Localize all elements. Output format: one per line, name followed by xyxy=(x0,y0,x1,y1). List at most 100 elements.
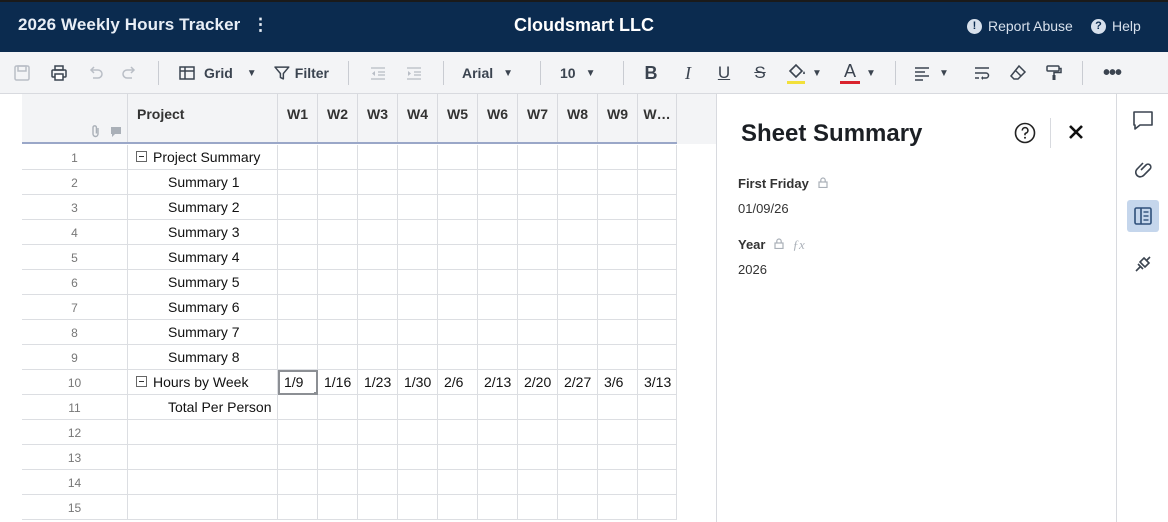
row-number[interactable]: 12 xyxy=(22,420,128,445)
week-cell[interactable] xyxy=(638,395,677,420)
column-header-week[interactable]: W6 xyxy=(478,94,518,142)
week-cell[interactable]: 2/13 xyxy=(478,370,518,395)
format-painter-icon[interactable] xyxy=(1043,52,1065,94)
row-number[interactable]: 2 xyxy=(22,170,128,195)
week-cell[interactable] xyxy=(318,270,358,295)
week-cell[interactable] xyxy=(518,345,558,370)
help-link[interactable]: ? Help xyxy=(1091,18,1141,34)
week-cell[interactable] xyxy=(558,395,598,420)
week-cell[interactable] xyxy=(598,345,638,370)
week-cell[interactable] xyxy=(438,420,478,445)
week-cell[interactable] xyxy=(318,495,358,520)
column-header-week[interactable]: W2 xyxy=(318,94,358,142)
row-number[interactable]: 13 xyxy=(22,445,128,470)
print-icon[interactable] xyxy=(47,52,71,94)
week-cell[interactable] xyxy=(398,245,438,270)
project-cell[interactable] xyxy=(128,495,278,520)
week-cell[interactable] xyxy=(318,195,358,220)
week-cell[interactable] xyxy=(478,270,518,295)
column-header-week[interactable]: W… xyxy=(638,94,677,142)
week-cell[interactable] xyxy=(438,170,478,195)
column-header-week[interactable]: W1 xyxy=(278,94,318,142)
week-cell[interactable] xyxy=(478,495,518,520)
week-cell[interactable] xyxy=(598,220,638,245)
week-cell[interactable] xyxy=(518,195,558,220)
week-cell[interactable] xyxy=(398,470,438,495)
week-cell[interactable] xyxy=(438,495,478,520)
week-cell[interactable] xyxy=(358,295,398,320)
project-cell[interactable]: Summary 3 xyxy=(128,220,278,245)
week-cell[interactable] xyxy=(278,420,318,445)
week-cell[interactable] xyxy=(398,145,438,170)
project-cell[interactable]: Summary 8 xyxy=(128,345,278,370)
week-cell[interactable] xyxy=(358,445,398,470)
week-cell[interactable] xyxy=(598,270,638,295)
column-header-week[interactable]: W7 xyxy=(518,94,558,142)
fill-handle[interactable] xyxy=(314,392,317,395)
column-header-week[interactable]: W8 xyxy=(558,94,598,142)
view-selector[interactable]: Grid ▼ xyxy=(178,52,260,94)
project-cell[interactable]: Project Summary xyxy=(128,145,278,170)
week-cell[interactable] xyxy=(278,245,318,270)
more-icon[interactable]: ••• xyxy=(1102,61,1122,84)
week-cell[interactable]: 1/9 xyxy=(278,370,318,395)
week-cell[interactable] xyxy=(278,395,318,420)
attachments-icon[interactable] xyxy=(1127,152,1159,184)
week-cell[interactable] xyxy=(638,220,677,245)
undo-icon[interactable] xyxy=(83,52,107,94)
week-cell[interactable] xyxy=(398,420,438,445)
week-cell[interactable] xyxy=(438,295,478,320)
week-cell[interactable] xyxy=(358,170,398,195)
project-cell[interactable] xyxy=(128,420,278,445)
week-cell[interactable] xyxy=(358,220,398,245)
bold-icon[interactable]: B xyxy=(644,62,658,83)
fill-color-button[interactable]: ▼ xyxy=(786,52,828,94)
week-cell[interactable] xyxy=(518,495,558,520)
week-cell[interactable] xyxy=(638,420,677,445)
week-cell[interactable] xyxy=(438,270,478,295)
row-number[interactable]: 10 xyxy=(22,370,128,395)
week-cell[interactable] xyxy=(278,320,318,345)
row-number[interactable]: 5 xyxy=(22,245,128,270)
week-cell[interactable] xyxy=(438,320,478,345)
summary-field-value[interactable]: 2026 xyxy=(738,262,767,277)
week-cell[interactable] xyxy=(438,470,478,495)
project-cell[interactable]: Summary 2 xyxy=(128,195,278,220)
week-cell[interactable] xyxy=(558,420,598,445)
project-cell[interactable] xyxy=(128,445,278,470)
week-cell[interactable] xyxy=(638,495,677,520)
project-cell[interactable]: Summary 7 xyxy=(128,320,278,345)
week-cell[interactable] xyxy=(598,420,638,445)
row-number[interactable]: 7 xyxy=(22,295,128,320)
week-cell[interactable] xyxy=(318,395,358,420)
week-cell[interactable] xyxy=(278,270,318,295)
week-cell[interactable]: 2/27 xyxy=(558,370,598,395)
collapse-icon[interactable] xyxy=(136,150,147,162)
strikethrough-icon[interactable]: S xyxy=(754,63,766,82)
week-cell[interactable] xyxy=(638,170,677,195)
week-cell[interactable] xyxy=(598,195,638,220)
week-cell[interactable] xyxy=(638,470,677,495)
week-cell[interactable] xyxy=(638,320,677,345)
week-cell[interactable] xyxy=(358,320,398,345)
underline-icon[interactable]: U xyxy=(717,63,731,82)
week-cell[interactable]: 2/20 xyxy=(518,370,558,395)
project-cell[interactable]: Summary 5 xyxy=(128,270,278,295)
week-cell[interactable] xyxy=(478,470,518,495)
week-cell[interactable] xyxy=(518,145,558,170)
week-cell[interactable] xyxy=(278,145,318,170)
week-cell[interactable] xyxy=(438,395,478,420)
week-cell[interactable] xyxy=(398,495,438,520)
week-cell[interactable] xyxy=(518,270,558,295)
outdent-icon[interactable] xyxy=(367,52,389,94)
week-cell[interactable] xyxy=(558,495,598,520)
week-cell[interactable] xyxy=(518,420,558,445)
indent-icon[interactable] xyxy=(403,52,425,94)
week-cell[interactable] xyxy=(558,320,598,345)
week-cell[interactable] xyxy=(478,395,518,420)
week-cell[interactable] xyxy=(278,495,318,520)
font-family-select[interactable]: Arial ▼ xyxy=(462,52,522,94)
week-cell[interactable] xyxy=(318,145,358,170)
column-header-week[interactable]: W9 xyxy=(598,94,638,142)
row-number[interactable]: 15 xyxy=(22,495,128,520)
